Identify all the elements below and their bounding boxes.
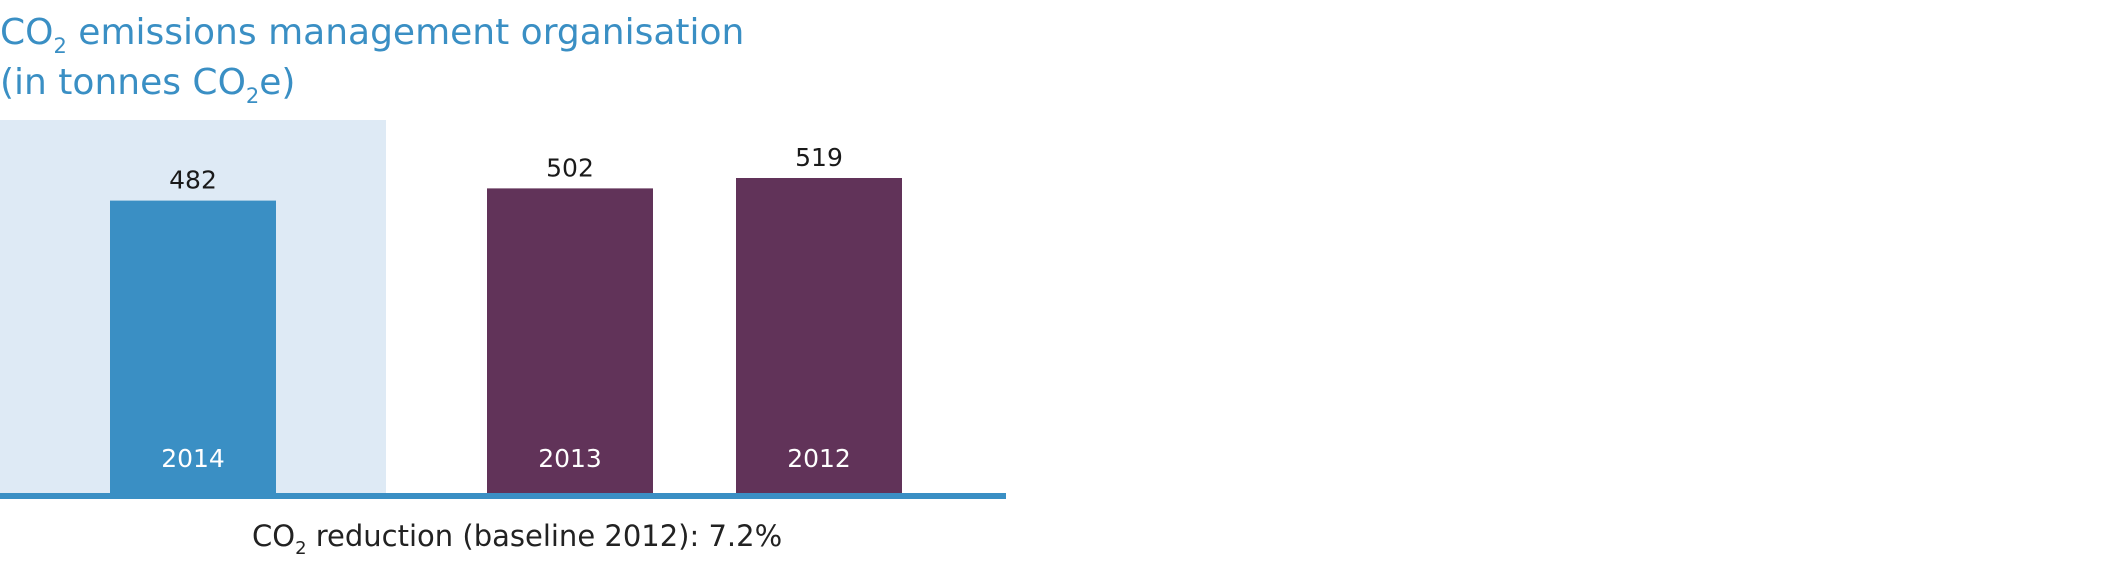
title-line-2-subscript: 2: [246, 84, 259, 108]
chart-title-line-1: CO2 emissions management organisation: [0, 12, 744, 58]
value-label-2013: 502: [546, 153, 594, 182]
footnote-prefix: CO: [252, 519, 295, 553]
footnote-subscript: 2: [295, 538, 306, 559]
category-labels-group: 2014 2013 2012: [161, 444, 851, 473]
title-line-1-subscript: 2: [53, 34, 66, 58]
title-line-2-rest: e): [259, 62, 295, 103]
chart-title: CO2 emissions management organisation (i…: [0, 12, 744, 108]
chart-title-line-2: (in tonnes CO2e): [0, 62, 295, 108]
title-line-1-rest: emissions management organisation: [67, 12, 745, 53]
title-line-1-prefix: CO: [0, 12, 53, 53]
footnote-rest: reduction (baseline 2012): 7.2%: [307, 519, 783, 553]
bar-2012: [736, 178, 902, 495]
title-line-2-prefix: (in tonnes CO: [0, 62, 246, 103]
category-label-2013: 2013: [538, 444, 602, 473]
value-label-2012: 519: [795, 143, 843, 172]
value-labels-group: 482 502 519: [169, 143, 843, 195]
bars-group: [110, 178, 902, 495]
bar-2014: [110, 200, 276, 495]
value-label-2014: 482: [169, 166, 217, 195]
category-label-2014: 2014: [161, 444, 225, 473]
bar-2013: [487, 188, 653, 495]
category-label-2012: 2012: [787, 444, 851, 473]
x-axis-line: [0, 493, 1006, 499]
footnote: CO2 reduction (baseline 2012): 7.2%: [252, 519, 782, 559]
